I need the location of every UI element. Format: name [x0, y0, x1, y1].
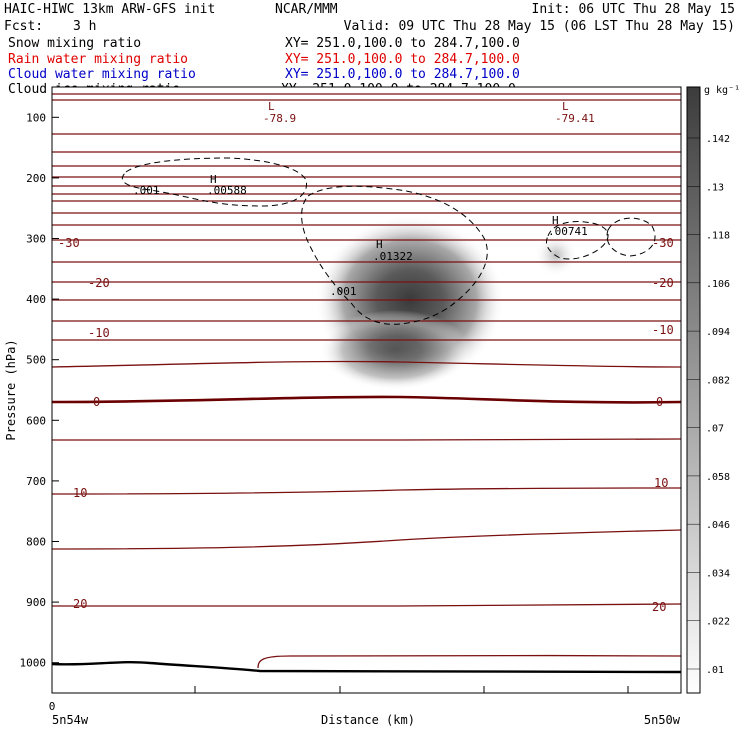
y-tick-label: 400 — [26, 293, 46, 306]
ice-contour-label: .001 — [330, 285, 357, 298]
ice-contour-main — [301, 185, 488, 325]
cloud-ice-contours — [121, 157, 656, 325]
plot-frame — [51, 86, 682, 694]
y-tick-label: 1000 — [20, 657, 47, 670]
isotherm — [51, 438, 682, 442]
terrain-surface — [51, 660, 682, 674]
colorbar-tick-label: .022 — [706, 617, 730, 628]
contour-label: -30 — [652, 236, 674, 250]
y-tick-label: 100 — [26, 111, 46, 124]
temperature-contours — [51, 93, 682, 669]
contour-label: 0 — [93, 395, 100, 409]
init-time: Init: 06 UTC Thu 28 May 15 — [532, 2, 736, 17]
y-tick-label: 300 — [26, 233, 46, 246]
high-marker: H — [552, 214, 559, 227]
contour-label: -20 — [652, 276, 674, 290]
x-tick-label: 0 — [49, 700, 56, 713]
valid-time: Valid: 09 UTC Thu 28 May 15 (06 LST Thu … — [344, 19, 735, 34]
y-tick-label: 600 — [26, 414, 46, 427]
y-tick-label: 900 — [26, 596, 46, 609]
high-marker: H — [210, 173, 217, 186]
isotherm — [51, 360, 682, 368]
contour-label: 10 — [654, 476, 668, 490]
low-value: -78.9 — [263, 112, 296, 125]
colorbar-tick-label: .106 — [706, 279, 730, 290]
low-marker: L — [268, 100, 275, 113]
y-tick-label: 500 — [26, 354, 46, 367]
y-axis-ticks: 100 200 300 400 500 600 700 800 900 1000 — [20, 111, 59, 670]
model-title: HAIC-HIWC 13km ARW-GFS init — [4, 2, 215, 17]
colorbar-tick-label: .01 — [706, 665, 724, 676]
isotherm — [257, 654, 682, 669]
isotherm-zero — [51, 395, 682, 404]
contour-label: 0 — [656, 395, 663, 409]
colorbar-tick-label: .13 — [706, 182, 724, 193]
high-value: .00588 — [207, 184, 247, 197]
fcst-label: Fcst: — [4, 19, 43, 34]
y-axis-label: Pressure (hPa) — [4, 339, 18, 440]
colorbar-gradient — [686, 86, 701, 694]
isotherm — [51, 603, 682, 607]
low-value: -79.41 — [555, 112, 595, 125]
contour-label: 20 — [652, 600, 666, 614]
high-value: .01322 — [373, 250, 413, 263]
isotherm — [51, 487, 682, 495]
field-xy-cloud-water: XY= 251.0,100.0 to 284.7,100.0 — [285, 67, 520, 82]
contour-label: 20 — [73, 597, 87, 611]
isotherm — [51, 529, 682, 550]
colorbar-tick-label: .142 — [706, 134, 730, 145]
colorbar-tick-label: .07 — [706, 424, 724, 435]
org-label: NCAR/MMM — [275, 2, 338, 17]
ice-contour-far-east — [606, 217, 656, 257]
field-name-rain: Rain water mixing ratio — [8, 52, 188, 67]
contour-label: -30 — [58, 236, 80, 250]
low-marker: L — [562, 100, 569, 113]
high-marker: H — [376, 238, 383, 251]
field-name-snow: Snow mixing ratio — [8, 36, 141, 51]
colorbar-tick-label: .034 — [706, 568, 730, 579]
field-xy-snow: XY= 251.0,100.0 to 284.7,100.0 — [285, 36, 520, 51]
colorbar-tick-label: .094 — [706, 327, 730, 338]
colorbar-tick-label: .118 — [706, 231, 730, 242]
field-xy-rain: XY= 251.0,100.0 to 284.7,100.0 — [285, 52, 520, 67]
y-tick-label: 200 — [26, 172, 46, 185]
colorbar-tick-label: .058 — [706, 472, 730, 483]
colorbar-units: g kg⁻¹ — [704, 85, 740, 96]
y-tick-label: 800 — [26, 536, 46, 549]
x-axis-ticks — [51, 686, 629, 693]
cloud-ice-shading-secondary — [320, 310, 470, 390]
colorbar-tick-label: .046 — [706, 520, 730, 531]
cloud-ice-shading-east — [534, 233, 578, 277]
contour-label: -20 — [88, 276, 110, 290]
x-axis-label: Distance (km) — [321, 713, 415, 727]
colorbar: g kg⁻¹ .142 .13 .118 .106 .094 .082 .07 .058 .04… — [686, 85, 740, 694]
high-value: .00741 — [548, 225, 588, 238]
field-name-cloud-water: Cloud water mixing ratio — [8, 67, 196, 82]
contour-label: -10 — [652, 323, 674, 337]
plot-background — [52, 87, 681, 693]
contour-label: -10 — [88, 326, 110, 340]
y-tick-label: 700 — [26, 475, 46, 488]
colorbar-tick-label: .082 — [706, 375, 730, 386]
contour-label: 10 — [73, 486, 87, 500]
ice-contour-label: .001 — [133, 184, 160, 197]
x-left-location: 5n54w — [52, 713, 89, 727]
extrema-labels: L -78.9 L -79.41 H .00588 H .01322 H .00… — [133, 100, 595, 298]
temperature-contour-labels: -30 -20 -10 0 10 20 -30 -20 -10 0 10 20 — [58, 236, 674, 614]
fcst-value: 3 h — [73, 19, 96, 34]
ice-contour-west — [121, 157, 308, 207]
colorbar-ticks: .142 .13 .118 .106 .094 .082 .07 .058 .046 .034 .0… — [687, 134, 730, 676]
x-right-location: 5n50w — [644, 713, 681, 727]
